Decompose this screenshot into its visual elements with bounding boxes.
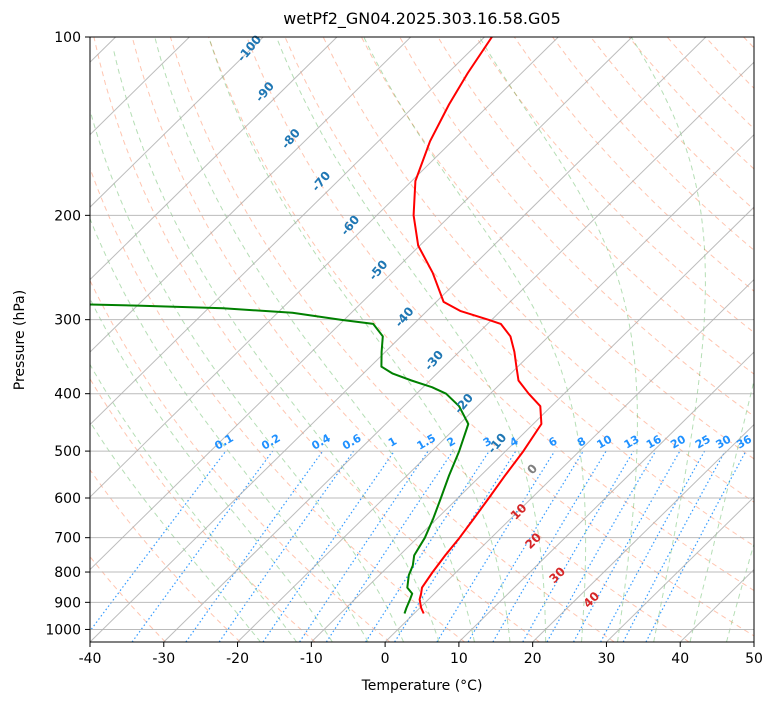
moist-adiabat-line <box>630 37 706 642</box>
moist-adiabat-line <box>90 297 333 642</box>
x-tick-label: 40 <box>671 651 689 667</box>
dry-adiabat-line <box>90 555 166 642</box>
dry-adiabat-line <box>513 37 754 292</box>
y-tick-label: 800 <box>54 565 81 581</box>
background-lines <box>0 37 754 642</box>
isotherm-line <box>237 133 754 642</box>
isotherm-line <box>0 37 42 642</box>
y-tick-label: 700 <box>54 531 81 547</box>
isotherm-line <box>384 278 754 642</box>
x-tick-label: -20 <box>226 651 249 667</box>
isotherm-line <box>90 37 338 281</box>
y-tick-label: 200 <box>54 208 81 224</box>
dry-adiabat-line <box>131 37 615 642</box>
plot-frame <box>89 36 755 643</box>
mixing-ratio-line <box>467 450 584 642</box>
mixing-ratio-line <box>622 450 726 642</box>
mixing-ratio-line <box>600 450 706 642</box>
mixing-ratio-line <box>90 450 227 632</box>
isotherm-line <box>310 206 754 642</box>
mixing-ratio-line <box>131 450 274 642</box>
isotherm-line <box>90 37 707 642</box>
x-axis-ticks: -40 -30 -20 -10 0 10 20 30 40 50 <box>79 642 763 667</box>
temperature-profile-line <box>412 37 543 614</box>
moist-adiabat-line <box>208 37 511 642</box>
mixing-ratio-line <box>546 450 657 642</box>
moist-adiabat-line <box>275 37 547 642</box>
isotherm-line <box>163 61 754 642</box>
y-tick-label: 400 <box>54 387 81 403</box>
plot-area <box>90 37 754 642</box>
dry-adiabat-line <box>322 37 754 503</box>
x-tick-label: 0 <box>381 651 390 667</box>
isotherm-line <box>753 641 754 642</box>
y-tick-label: 900 <box>54 595 81 611</box>
mixing-ratio-line <box>218 450 355 642</box>
x-axis-label: Temperature (°C) <box>361 678 483 694</box>
mixing-ratio-line <box>572 450 681 642</box>
x-tick-label: -40 <box>79 651 102 667</box>
dry-adiabat-line <box>399 37 754 417</box>
moist-adiabat-line <box>363 37 587 642</box>
y-tick-label: 300 <box>54 313 81 329</box>
isotherm-line <box>90 37 559 498</box>
dewpoint-profile-line <box>90 303 470 614</box>
x-tick-label: 20 <box>524 651 542 667</box>
isotherm-line <box>532 423 754 642</box>
y-tick-label: 600 <box>54 491 81 507</box>
mixing-ratio-line <box>185 450 324 642</box>
dry-adiabat-line <box>90 468 241 642</box>
dry-adiabat-line <box>169 37 690 642</box>
dry-adiabat-line <box>284 37 754 547</box>
isotherm-line <box>90 37 264 208</box>
moist-adiabat-line <box>478 37 638 642</box>
y-tick-label: 100 <box>54 30 81 46</box>
x-tick-label: -30 <box>152 651 175 667</box>
isotherm-line <box>90 37 412 353</box>
isotherm-line <box>606 496 754 642</box>
dry-adiabat-line <box>93 37 540 642</box>
mixing-ratio-line <box>299 450 429 642</box>
moist-adiabat-line <box>90 217 369 642</box>
isotherm-line <box>458 351 754 642</box>
moist-adiabat-line <box>113 49 440 642</box>
mixing-ratio-line <box>394 450 517 642</box>
dry-adiabat-line <box>208 37 754 637</box>
dry-adiabat-line <box>90 166 465 642</box>
chart-title: wetPf2_GN04.2025.303.16.58.G05 <box>283 9 561 28</box>
mixing-ratio-line <box>325 450 454 642</box>
x-tick-label: 50 <box>745 651 763 667</box>
profile-lines <box>90 37 543 614</box>
mixing-ratio-line <box>436 450 556 642</box>
y-tick-label: 500 <box>54 444 81 460</box>
isotherm-line <box>90 37 633 571</box>
mixing-ratio-line <box>365 450 490 642</box>
moist-adiabat-line <box>90 108 405 642</box>
x-tick-label: 10 <box>450 651 468 667</box>
dry-adiabat-line <box>90 640 91 642</box>
moist-adiabat-line <box>90 420 261 642</box>
dry-adiabat-line <box>437 37 754 375</box>
x-tick-label: -10 <box>300 651 323 667</box>
y-tick-label: 1000 <box>45 622 81 638</box>
dry-adiabat-line <box>0 37 16 642</box>
y-axis-ticks: 100 200 300 400 500 600 700 800 900 1000 <box>45 30 90 638</box>
isotherm-line <box>90 37 485 426</box>
dry-adiabat-line <box>246 37 754 592</box>
x-tick-label: 30 <box>598 651 616 667</box>
mixing-ratio-line <box>262 450 395 642</box>
